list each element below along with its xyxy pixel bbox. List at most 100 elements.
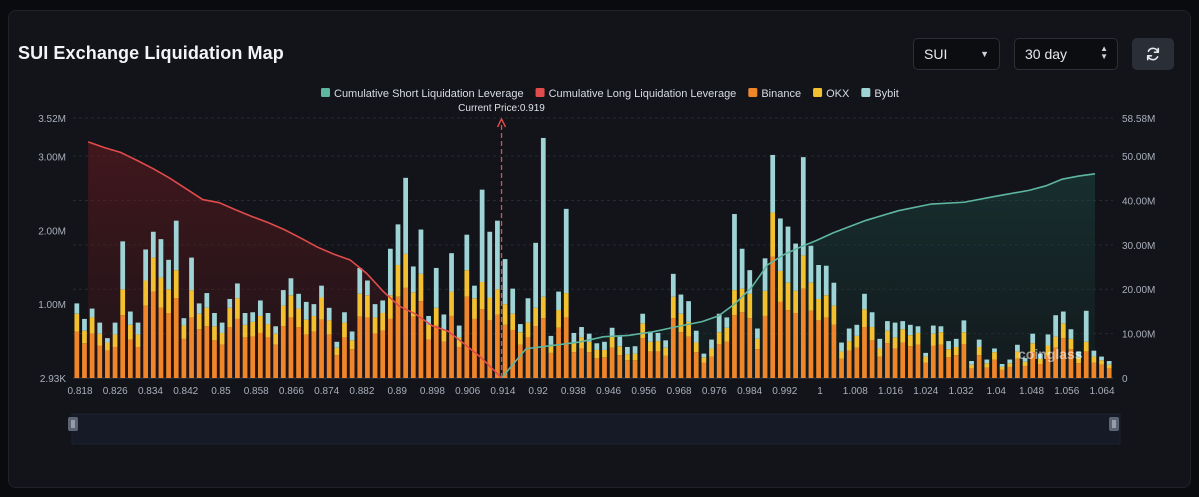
liq-bar-35[interactable] — [342, 312, 347, 378]
liq-bar-71[interactable] — [617, 336, 623, 378]
liq-bar-82[interactable] — [701, 353, 707, 378]
liq-bar-63[interactable] — [556, 291, 561, 378]
liq-bar-105[interactable] — [877, 338, 883, 378]
liq-bar-122[interactable] — [1007, 359, 1013, 378]
liq-bar-106[interactable] — [885, 321, 890, 378]
liq-bar-58[interactable] — [517, 324, 523, 378]
liq-bar-38[interactable] — [365, 280, 370, 379]
liq-bar-18[interactable] — [212, 313, 217, 378]
liq-bar-127[interactable] — [1045, 334, 1051, 378]
liq-bar-79[interactable] — [678, 294, 684, 378]
liq-bar-68[interactable] — [594, 343, 600, 378]
liq-bar-95[interactable] — [800, 157, 806, 378]
liq-bar-44[interactable] — [410, 266, 416, 378]
liq-bar-113[interactable] — [938, 326, 944, 378]
liq-bar-33[interactable] — [326, 307, 332, 378]
liq-bar-96[interactable] — [808, 245, 814, 378]
liq-bar-126[interactable] — [1037, 353, 1043, 378]
liq-bar-84[interactable] — [716, 313, 722, 378]
liq-bar-53[interactable] — [479, 189, 485, 378]
liq-bar-20[interactable] — [227, 298, 233, 378]
liq-bar-45[interactable] — [418, 229, 424, 378]
liq-bar-46[interactable] — [426, 315, 431, 378]
liq-bar-3[interactable] — [97, 322, 103, 378]
liq-bar-15[interactable] — [189, 257, 194, 378]
liq-bar-56[interactable] — [502, 259, 508, 378]
coin-select[interactable]: SUI ▼ — [913, 38, 1000, 70]
legend-item-short[interactable]: Cumulative Short Liquidation Leverage — [321, 88, 524, 100]
liq-bar-30[interactable] — [303, 301, 309, 378]
liq-bar-97[interactable] — [816, 264, 821, 378]
liq-bar-59[interactable] — [525, 298, 531, 378]
liq-bar-24[interactable] — [257, 300, 263, 378]
refresh-button[interactable] — [1132, 38, 1174, 70]
liq-bar-80[interactable] — [686, 301, 691, 378]
liq-bar-14[interactable] — [181, 318, 187, 378]
liq-bar-51[interactable] — [464, 234, 470, 378]
liq-bar-77[interactable] — [663, 340, 669, 378]
liq-bar-28[interactable] — [288, 278, 294, 378]
liq-bar-129[interactable] — [1060, 311, 1066, 378]
liq-bar-11[interactable] — [158, 239, 164, 378]
liq-bar-131[interactable] — [1076, 351, 1081, 378]
liq-bar-69[interactable] — [602, 341, 607, 378]
liq-bar-16[interactable] — [196, 303, 202, 378]
legend-item-bybit[interactable]: Bybit — [861, 88, 899, 100]
liq-bar-9[interactable] — [143, 249, 149, 378]
liq-bar-74[interactable] — [640, 313, 646, 378]
liq-bar-134[interactable] — [1099, 356, 1104, 378]
liq-bar-2[interactable] — [89, 308, 95, 378]
liq-bar-75[interactable] — [647, 331, 653, 378]
liq-bar-118[interactable] — [976, 339, 982, 378]
liq-bar-123[interactable] — [1015, 344, 1020, 378]
liq-bar-22[interactable] — [242, 313, 248, 378]
liq-bar-120[interactable] — [992, 348, 997, 378]
liq-bar-110[interactable] — [915, 326, 921, 378]
liq-bar-32[interactable] — [319, 285, 324, 378]
liq-bar-78[interactable] — [670, 273, 676, 378]
liq-bar-114[interactable] — [946, 341, 951, 378]
range-slider-handle-left[interactable] — [68, 417, 78, 431]
liq-bar-107[interactable] — [892, 322, 898, 378]
liq-bar-85[interactable] — [724, 317, 730, 378]
liq-bar-26[interactable] — [273, 326, 279, 378]
liq-bar-119[interactable] — [984, 359, 990, 378]
liq-bar-4[interactable] — [105, 338, 110, 378]
liq-bar-103[interactable] — [862, 293, 867, 378]
legend-item-binance[interactable]: Binance — [748, 88, 801, 100]
liq-bar-62[interactable] — [548, 335, 554, 378]
liq-bar-86[interactable] — [732, 214, 737, 378]
liq-bar-88[interactable] — [747, 270, 753, 378]
liq-bar-23[interactable] — [250, 312, 256, 378]
liq-bar-64[interactable] — [563, 208, 569, 378]
liq-bar-39[interactable] — [372, 304, 378, 378]
liq-bar-17[interactable] — [204, 293, 210, 378]
liq-bar-43[interactable] — [403, 177, 409, 378]
liq-bar-133[interactable] — [1091, 350, 1097, 378]
liq-bar-52[interactable] — [472, 285, 477, 378]
range-slider-handle-right[interactable] — [1109, 417, 1119, 431]
legend-item-okx[interactable]: OKX — [813, 88, 850, 100]
liq-bar-31[interactable] — [311, 304, 317, 378]
liq-bar-37[interactable] — [357, 267, 363, 378]
liq-bar-94[interactable] — [793, 243, 799, 378]
liq-bar-109[interactable] — [907, 324, 913, 378]
liq-bar-34[interactable] — [334, 341, 340, 378]
legend-item-long[interactable]: Cumulative Long Liquidation Leverage — [535, 88, 737, 100]
liq-bar-72[interactable] — [625, 346, 630, 378]
liq-bar-108[interactable] — [900, 321, 906, 378]
liq-bar-115[interactable] — [953, 338, 959, 378]
liq-bar-25[interactable] — [265, 313, 271, 378]
liq-bar-128[interactable] — [1053, 315, 1059, 378]
liq-bar-5[interactable] — [112, 322, 118, 378]
liq-bar-93[interactable] — [785, 226, 791, 378]
range-slider-track[interactable] — [72, 414, 1120, 444]
liq-bar-36[interactable] — [349, 331, 355, 378]
liq-bar-54[interactable] — [487, 231, 493, 378]
liq-bar-0[interactable] — [74, 303, 80, 378]
liq-bar-47[interactable] — [433, 267, 439, 378]
liq-bar-89[interactable] — [755, 328, 760, 378]
liq-bar-6[interactable] — [120, 241, 126, 378]
liq-bar-90[interactable] — [762, 258, 768, 378]
liq-bar-83[interactable] — [709, 339, 714, 378]
